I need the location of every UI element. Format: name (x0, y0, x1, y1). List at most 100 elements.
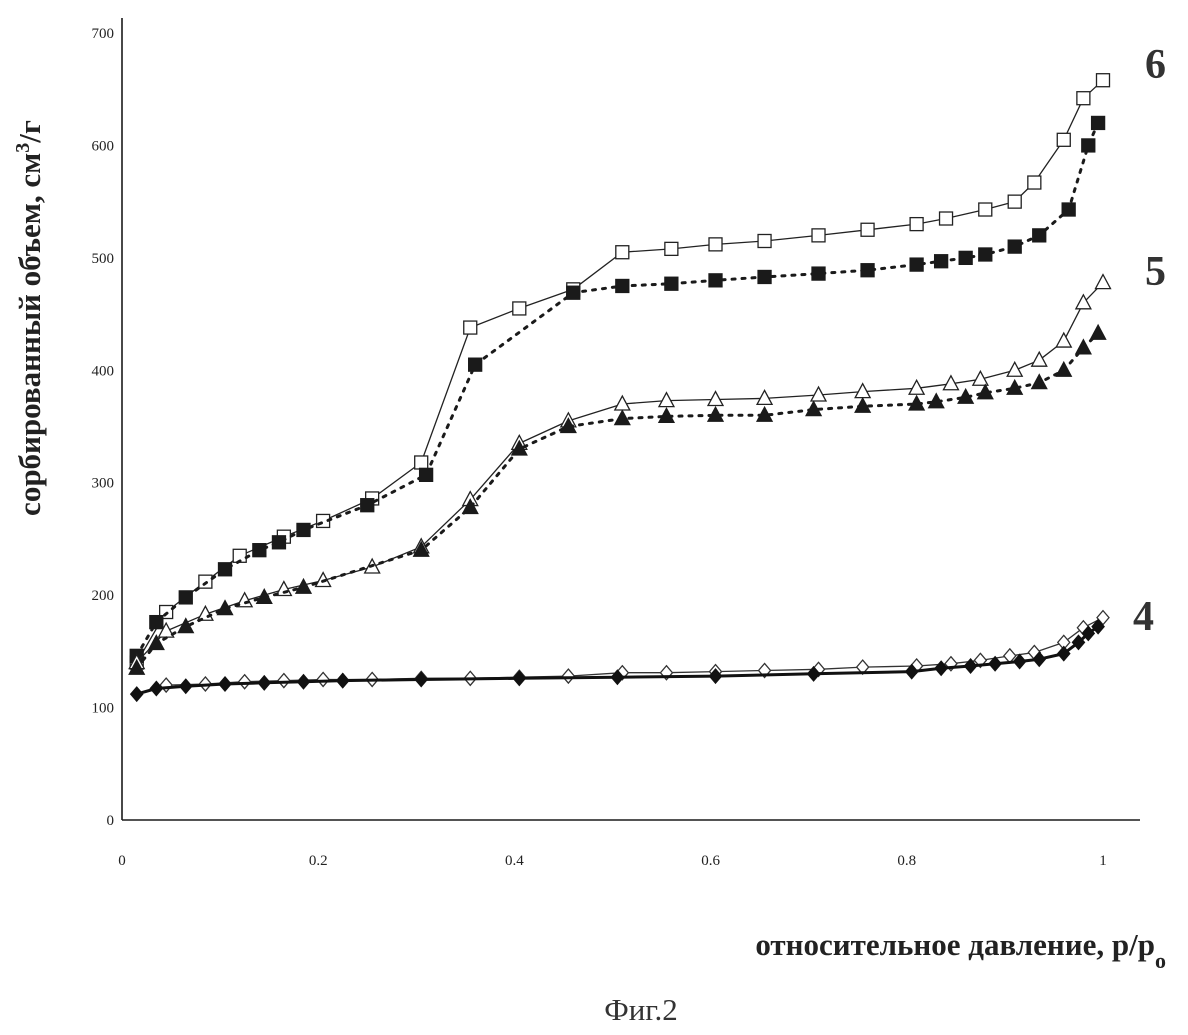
data-point (1008, 195, 1021, 208)
data-point (1032, 352, 1047, 366)
data-point (709, 238, 722, 251)
data-point (317, 672, 329, 686)
y-tick-label: 300 (92, 476, 115, 492)
series-6-desorption (130, 74, 1109, 669)
y-tick-label: 400 (92, 363, 115, 379)
data-point (219, 677, 231, 691)
data-point (959, 251, 972, 264)
x-tick-label: 0 (118, 853, 126, 869)
data-point (615, 411, 630, 425)
data-point (562, 669, 574, 683)
data-point (272, 536, 285, 549)
data-point (758, 270, 771, 283)
curve-label-6: 6 (1145, 42, 1166, 88)
data-point (198, 606, 213, 620)
figure-caption: Фиг.2 (604, 992, 678, 1027)
data-point (1062, 203, 1075, 216)
data-point (935, 255, 948, 268)
data-point (415, 456, 428, 469)
y-tick-label: 0 (107, 813, 115, 829)
data-point (659, 393, 674, 407)
x-tick-label: 0.2 (309, 853, 328, 869)
data-point (979, 203, 992, 216)
data-point (708, 392, 723, 406)
data-point (616, 246, 629, 259)
data-point (150, 616, 163, 629)
x-tick-label: 0.4 (505, 853, 524, 869)
data-point (278, 674, 290, 688)
curve-label-4: 4 (1133, 594, 1154, 640)
series-4-adsorption-end (337, 620, 1104, 688)
data-point (1056, 362, 1071, 376)
data-point (861, 264, 874, 277)
curve-label-5: 5 (1145, 249, 1166, 295)
x-tick-label: 1 (1099, 853, 1107, 869)
data-point (1076, 340, 1091, 354)
data-point (180, 679, 192, 693)
data-point (150, 681, 162, 695)
y-tick-label: 600 (92, 138, 115, 154)
data-point (513, 302, 526, 315)
data-point (1057, 133, 1070, 146)
data-point (910, 218, 923, 231)
data-point (179, 591, 192, 604)
data-point (239, 675, 251, 689)
series-line (137, 283, 1103, 663)
data-point (1033, 229, 1046, 242)
x-tick-label: 0.6 (701, 853, 720, 869)
data-point (1091, 325, 1106, 339)
data-point (469, 358, 482, 371)
series-5-adsorption (129, 325, 1105, 674)
data-point (258, 676, 270, 690)
data-point (513, 671, 525, 685)
data-point (1028, 176, 1041, 189)
data-point (1007, 362, 1022, 376)
data-point (337, 674, 349, 688)
data-point (1008, 240, 1021, 253)
series-4-adsorption (131, 674, 349, 701)
y-tick-label: 100 (92, 701, 115, 717)
data-point (616, 279, 629, 292)
y-axis-title: сорбированный объем, см3/г (12, 120, 47, 516)
data-point (415, 672, 427, 686)
series-line (137, 80, 1103, 662)
data-point (812, 267, 825, 280)
data-point (567, 286, 580, 299)
data-point (1097, 74, 1110, 87)
data-point (131, 687, 143, 701)
data-point (1082, 139, 1095, 152)
data-point (910, 258, 923, 271)
plot-area (129, 74, 1110, 701)
data-point (361, 499, 374, 512)
data-point (1092, 116, 1105, 129)
data-point (709, 274, 722, 287)
y-tick-label: 700 (92, 26, 115, 42)
data-point (464, 321, 477, 334)
data-point (665, 242, 678, 255)
data-point (1056, 333, 1071, 347)
data-point (1096, 275, 1111, 289)
data-point (665, 277, 678, 290)
x-tick-label: 0.8 (897, 853, 916, 869)
data-point (979, 248, 992, 261)
data-point (940, 212, 953, 225)
data-point (1032, 375, 1047, 389)
series-5-desorption (129, 275, 1110, 669)
data-point (758, 234, 771, 247)
x-axis-title: относительное давление, p/po (755, 927, 1166, 973)
series-line (166, 618, 1103, 686)
y-tick-label: 200 (92, 588, 115, 604)
tick-labels: 0 100 200 300 400 500 600 700 0 0.2 0.4 0.6 0.8 1 (92, 26, 1107, 869)
data-point (253, 544, 266, 557)
data-point (757, 390, 772, 404)
y-tick-label: 500 (92, 251, 115, 267)
data-point (297, 675, 309, 689)
data-point (219, 563, 232, 576)
data-point (160, 678, 172, 692)
data-point (297, 523, 310, 536)
data-point (812, 229, 825, 242)
data-point (1077, 92, 1090, 105)
data-point (420, 468, 433, 481)
data-point (861, 223, 874, 236)
